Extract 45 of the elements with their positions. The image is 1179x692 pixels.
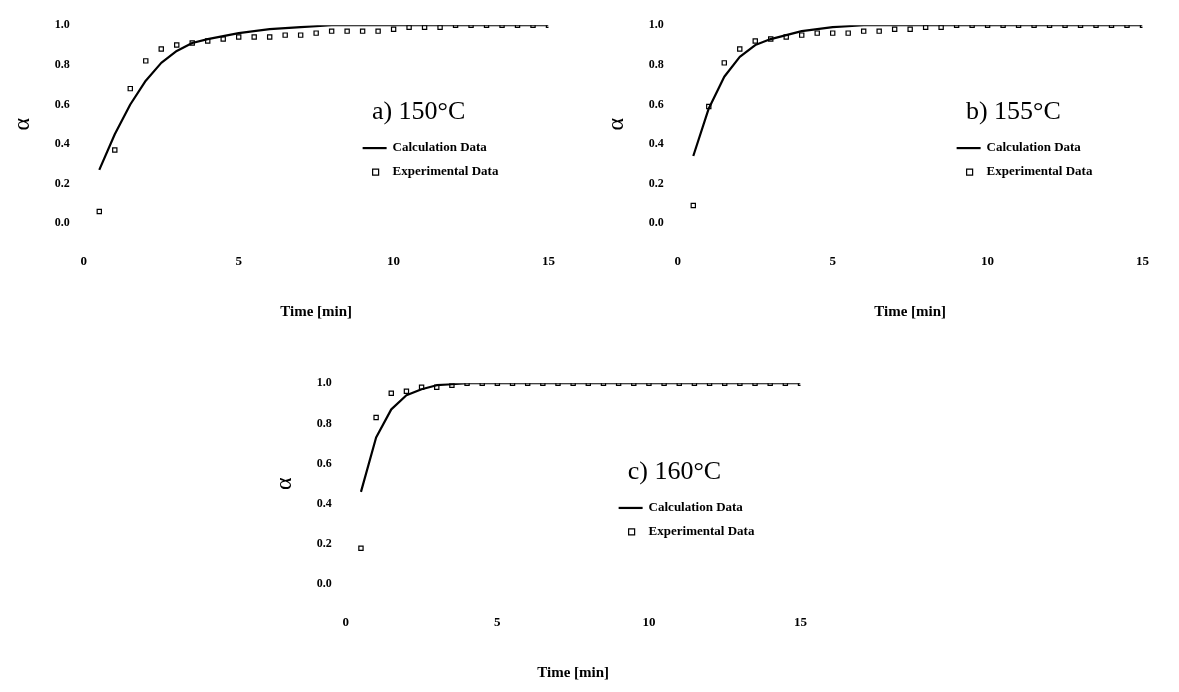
- x-tick-label: 15: [542, 252, 556, 268]
- legend-label: Calculation Data: [986, 139, 1082, 155]
- y-tick-label: 0.8: [316, 415, 332, 430]
- x-tick-label: 0: [80, 252, 88, 268]
- x-axis-title: Time [min]: [537, 663, 610, 680]
- y-tick-label: 0.4: [54, 136, 70, 151]
- annotation: b) 155°C: [965, 96, 1061, 126]
- y-tick-label: 1.0: [648, 17, 664, 32]
- annotation: c) 160°C: [627, 455, 722, 485]
- x-tick-label: 10: [981, 252, 995, 268]
- x-axis-title: Time [min]: [280, 302, 353, 319]
- x-tick-label: 15: [794, 613, 808, 629]
- y-axis-title: α: [7, 117, 34, 131]
- y-tick-label: 0.6: [54, 96, 70, 111]
- y-tick-label: 0.2: [54, 175, 70, 190]
- x-tick-label: 10: [387, 252, 401, 268]
- legend-label: Calculation Data: [392, 139, 488, 155]
- y-tick-label: 0.4: [316, 496, 332, 511]
- legend-label: Calculation Data: [648, 499, 744, 515]
- y-tick-label: 1.0: [54, 17, 70, 32]
- y-tick-label: 0.4: [648, 136, 664, 151]
- x-tick-label: 5: [494, 613, 502, 629]
- y-tick-label: 0.0: [316, 576, 332, 591]
- x-tick-label: 0: [342, 613, 350, 629]
- y-tick-label: 0.2: [316, 536, 332, 551]
- x-tick-label: 15: [1136, 252, 1150, 268]
- x-axis-title: Time [min]: [874, 302, 947, 319]
- y-tick-label: 0.8: [648, 56, 664, 71]
- y-tick-label: 0.0: [54, 215, 70, 230]
- x-tick-label: 5: [235, 252, 243, 268]
- annotation: a) 150°C: [371, 96, 466, 126]
- legend-label: Experimental Data: [648, 523, 755, 539]
- y-axis-title: α: [269, 477, 296, 491]
- y-tick-label: 0.2: [648, 175, 664, 190]
- y-tick-label: 0.0: [648, 215, 664, 230]
- y-tick-label: 0.6: [648, 96, 664, 111]
- legend-label: Experimental Data: [986, 163, 1093, 179]
- y-axis-title: α: [601, 117, 628, 131]
- x-tick-label: 5: [829, 252, 837, 268]
- y-tick-label: 0.8: [54, 56, 70, 71]
- x-tick-label: 0: [674, 252, 682, 268]
- y-tick-label: 0.6: [316, 455, 332, 470]
- x-tick-label: 10: [642, 613, 656, 629]
- legend-label: Experimental Data: [392, 163, 499, 179]
- y-tick-label: 1.0: [316, 375, 332, 390]
